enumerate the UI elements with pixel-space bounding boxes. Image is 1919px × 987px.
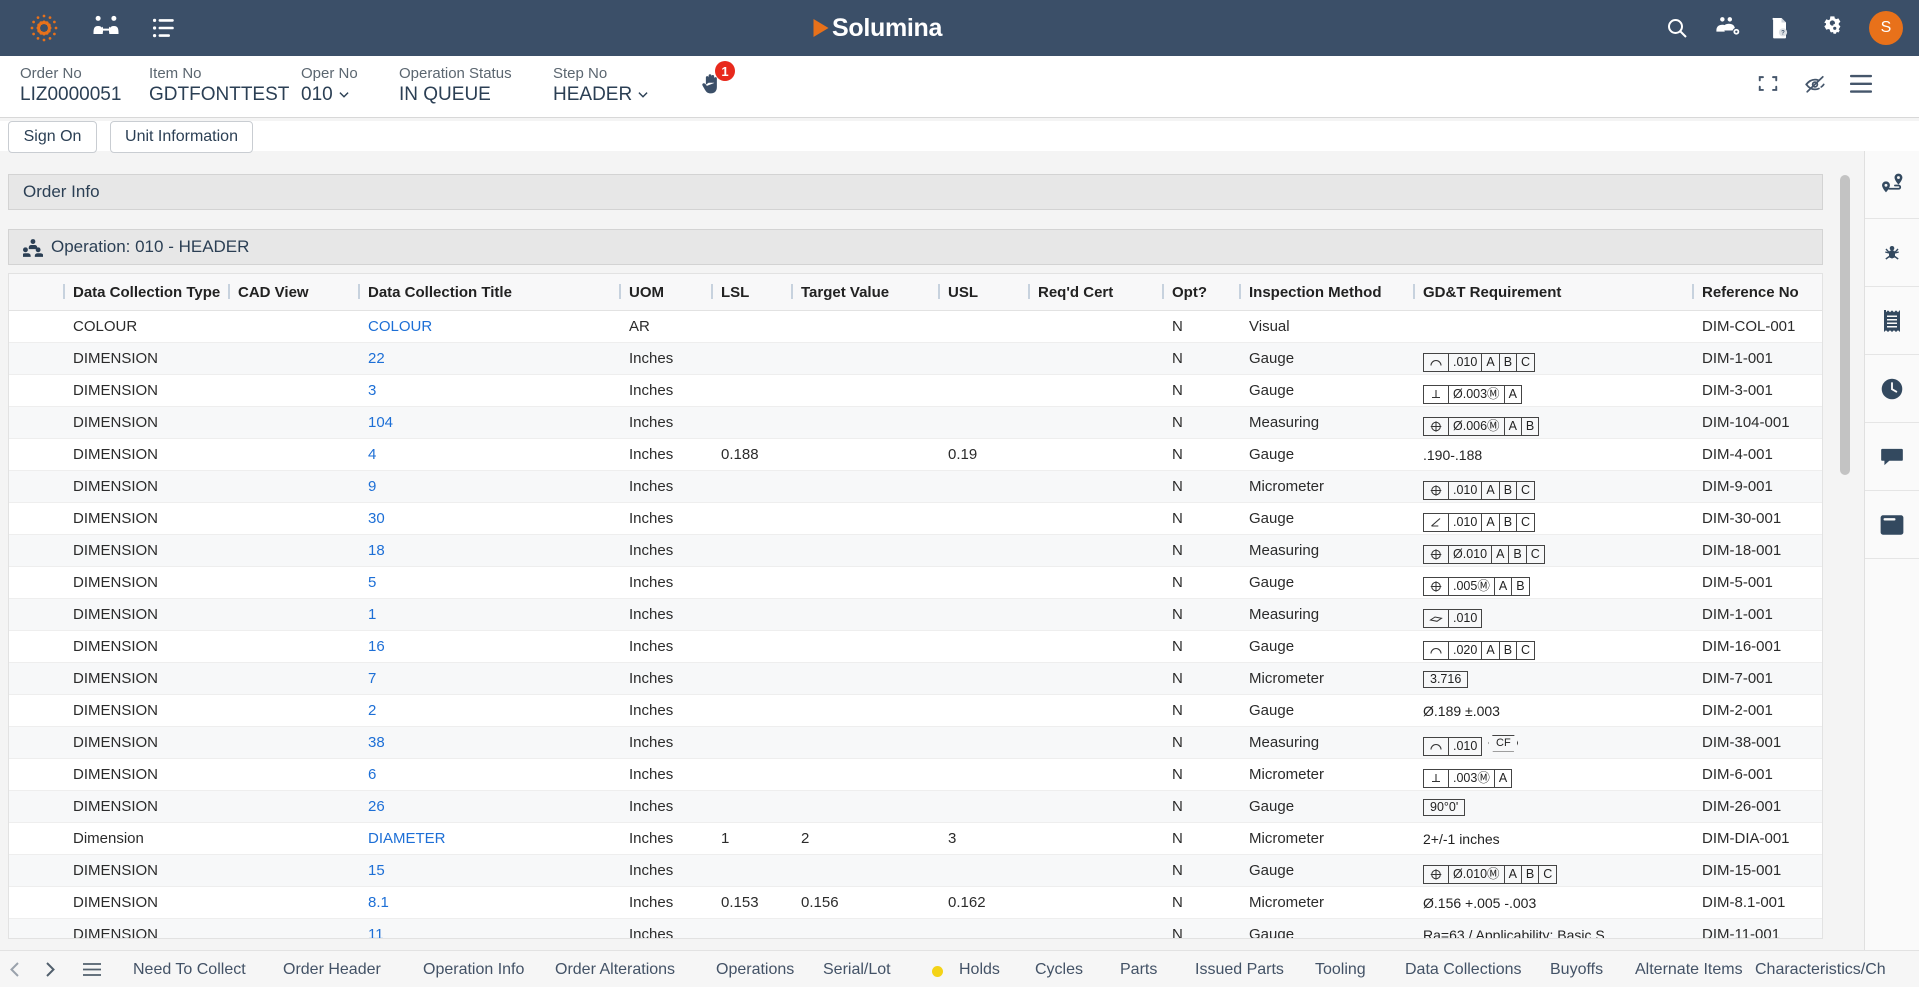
svg-text:?: ? bbox=[1781, 31, 1785, 37]
